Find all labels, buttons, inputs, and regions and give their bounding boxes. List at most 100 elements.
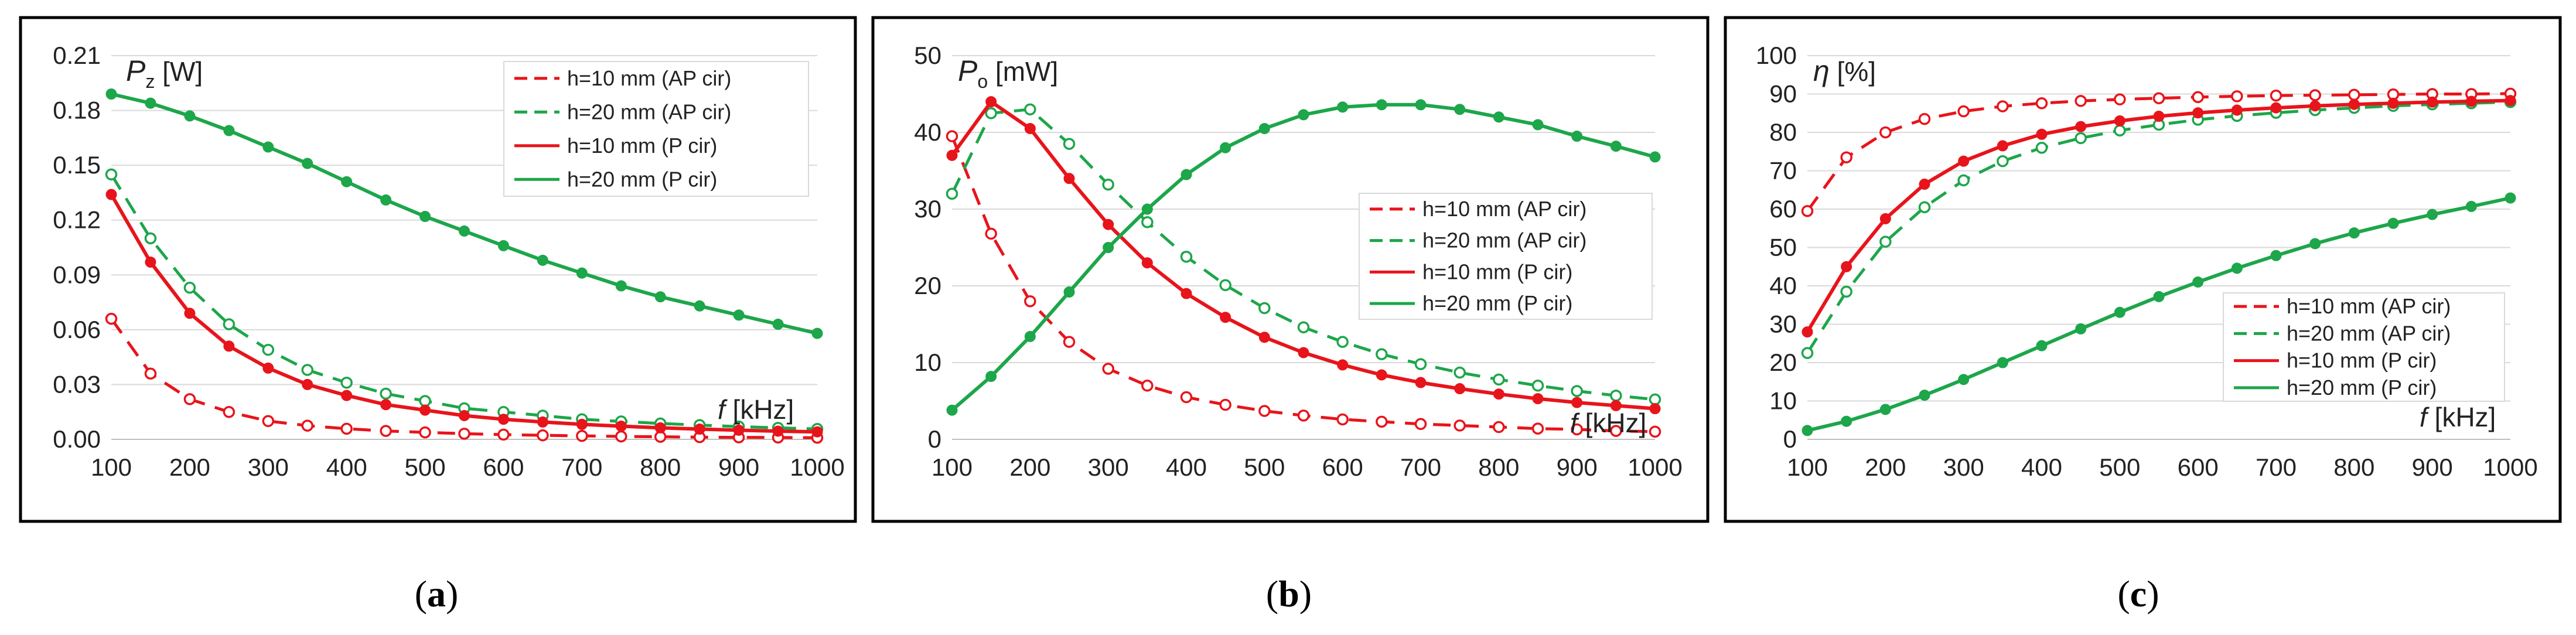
data-point [985,107,997,120]
data-point [615,280,627,292]
data-point [1376,369,1387,381]
data-point [1454,419,1466,432]
x-tick-label: 800 [1478,453,1519,481]
series-2 [946,103,1661,406]
x-tick-label: 700 [2256,453,2297,481]
data-point [1610,400,1622,411]
data-point [302,378,313,390]
data-point [2348,98,2360,110]
data-point [772,425,784,437]
data-point [1997,155,2009,168]
data-point [946,404,958,416]
legend-label: h=20 mm (AP cir) [2287,321,2451,345]
legend: h=10 mm (AP cir) h=20 mm (AP cir) h=10 mm … [503,61,809,197]
data-point [985,96,997,108]
data-point [1840,151,1852,163]
data-point [946,149,958,161]
data-point [1376,99,1387,111]
data-point [772,319,784,330]
y-tick-label: 0.09 [53,261,101,288]
x-tick-label: 100 [932,453,973,481]
data-point [1297,409,1310,422]
y-tick-label: 50 [1769,234,1797,261]
data-point [2427,209,2438,220]
data-point [1997,100,2009,112]
data-point [1958,374,1970,385]
data-point [1180,250,1193,263]
y-tick-label: 0.03 [53,370,101,398]
data-point [733,309,745,321]
data-point [537,254,548,266]
data-point [1531,380,1544,392]
data-point [1649,151,1661,163]
data-point [615,421,627,432]
legend-label: h=10 mm (P cir) [1422,260,1572,284]
data-point [2465,200,2477,212]
y-axis-label: η [%] [1813,54,1876,87]
data-point [2309,238,2321,250]
data-point [105,88,117,100]
data-point [946,130,958,142]
data-point [262,141,274,153]
x-tick-label: 400 [2021,453,2062,481]
data-point [2075,121,2087,132]
data-point [1415,99,1427,111]
x-tick-label: 100 [1787,453,1828,481]
data-point [105,312,118,325]
y-tick-label: 0 [1783,425,1797,453]
data-point [301,364,313,376]
x-tick-label: 100 [91,453,132,481]
data-point [2153,110,2165,122]
data-point [1571,385,1583,397]
data-point [1879,235,1892,248]
y-tick-label: 20 [914,272,941,299]
data-point [1571,131,1583,142]
x-tick-label: 600 [483,453,524,481]
data-point [223,405,236,418]
data-point [419,210,431,222]
series-4 [1802,192,2516,436]
y-tick-label: 30 [914,195,941,223]
data-point [2427,96,2438,108]
legend-box [1359,193,1653,320]
data-point [1841,415,1852,427]
data-point [301,419,313,432]
data-point [458,428,470,440]
data-point [459,409,470,421]
x-tick-label: 500 [1244,453,1285,481]
data-point [2309,100,2321,112]
data-point [654,291,666,303]
x-tick-label: 300 [1943,453,1984,481]
data-point [380,194,392,206]
data-point [811,327,823,339]
y-tick-label: 0.15 [53,151,101,179]
data-point [1493,388,1504,400]
data-point [946,187,958,200]
data-point [2192,107,2204,119]
x-axis-label: f [kHz] [718,394,794,425]
data-point [2192,91,2204,103]
x-tick-label: 600 [2178,453,2219,481]
data-point [1610,141,1622,152]
y-axis-label: Po [mW] [958,54,1058,92]
data-point [2387,217,2399,229]
y-tick-label: 0 [928,425,941,453]
data-point [2114,115,2125,127]
series-1 [946,130,1661,438]
legend-label: h=10 mm (P cir) [567,134,717,158]
data-point [1337,359,1349,371]
data-point [2114,93,2126,105]
series-1 [1801,87,2517,217]
data-point [341,390,353,401]
y-tick-label: 90 [1769,80,1797,108]
legend-label: h=20 mm (AP cir) [1422,228,1586,252]
x-axis-label: f [kHz] [1570,408,1646,438]
y-tick-label: 100 [1756,42,1797,69]
y-tick-label: 0.21 [53,42,101,69]
data-point [1649,393,1661,406]
legend-label: h=20 mm (P cir) [567,167,717,191]
data-point [1063,286,1075,298]
data-point [459,225,470,237]
data-point [1141,216,1154,228]
